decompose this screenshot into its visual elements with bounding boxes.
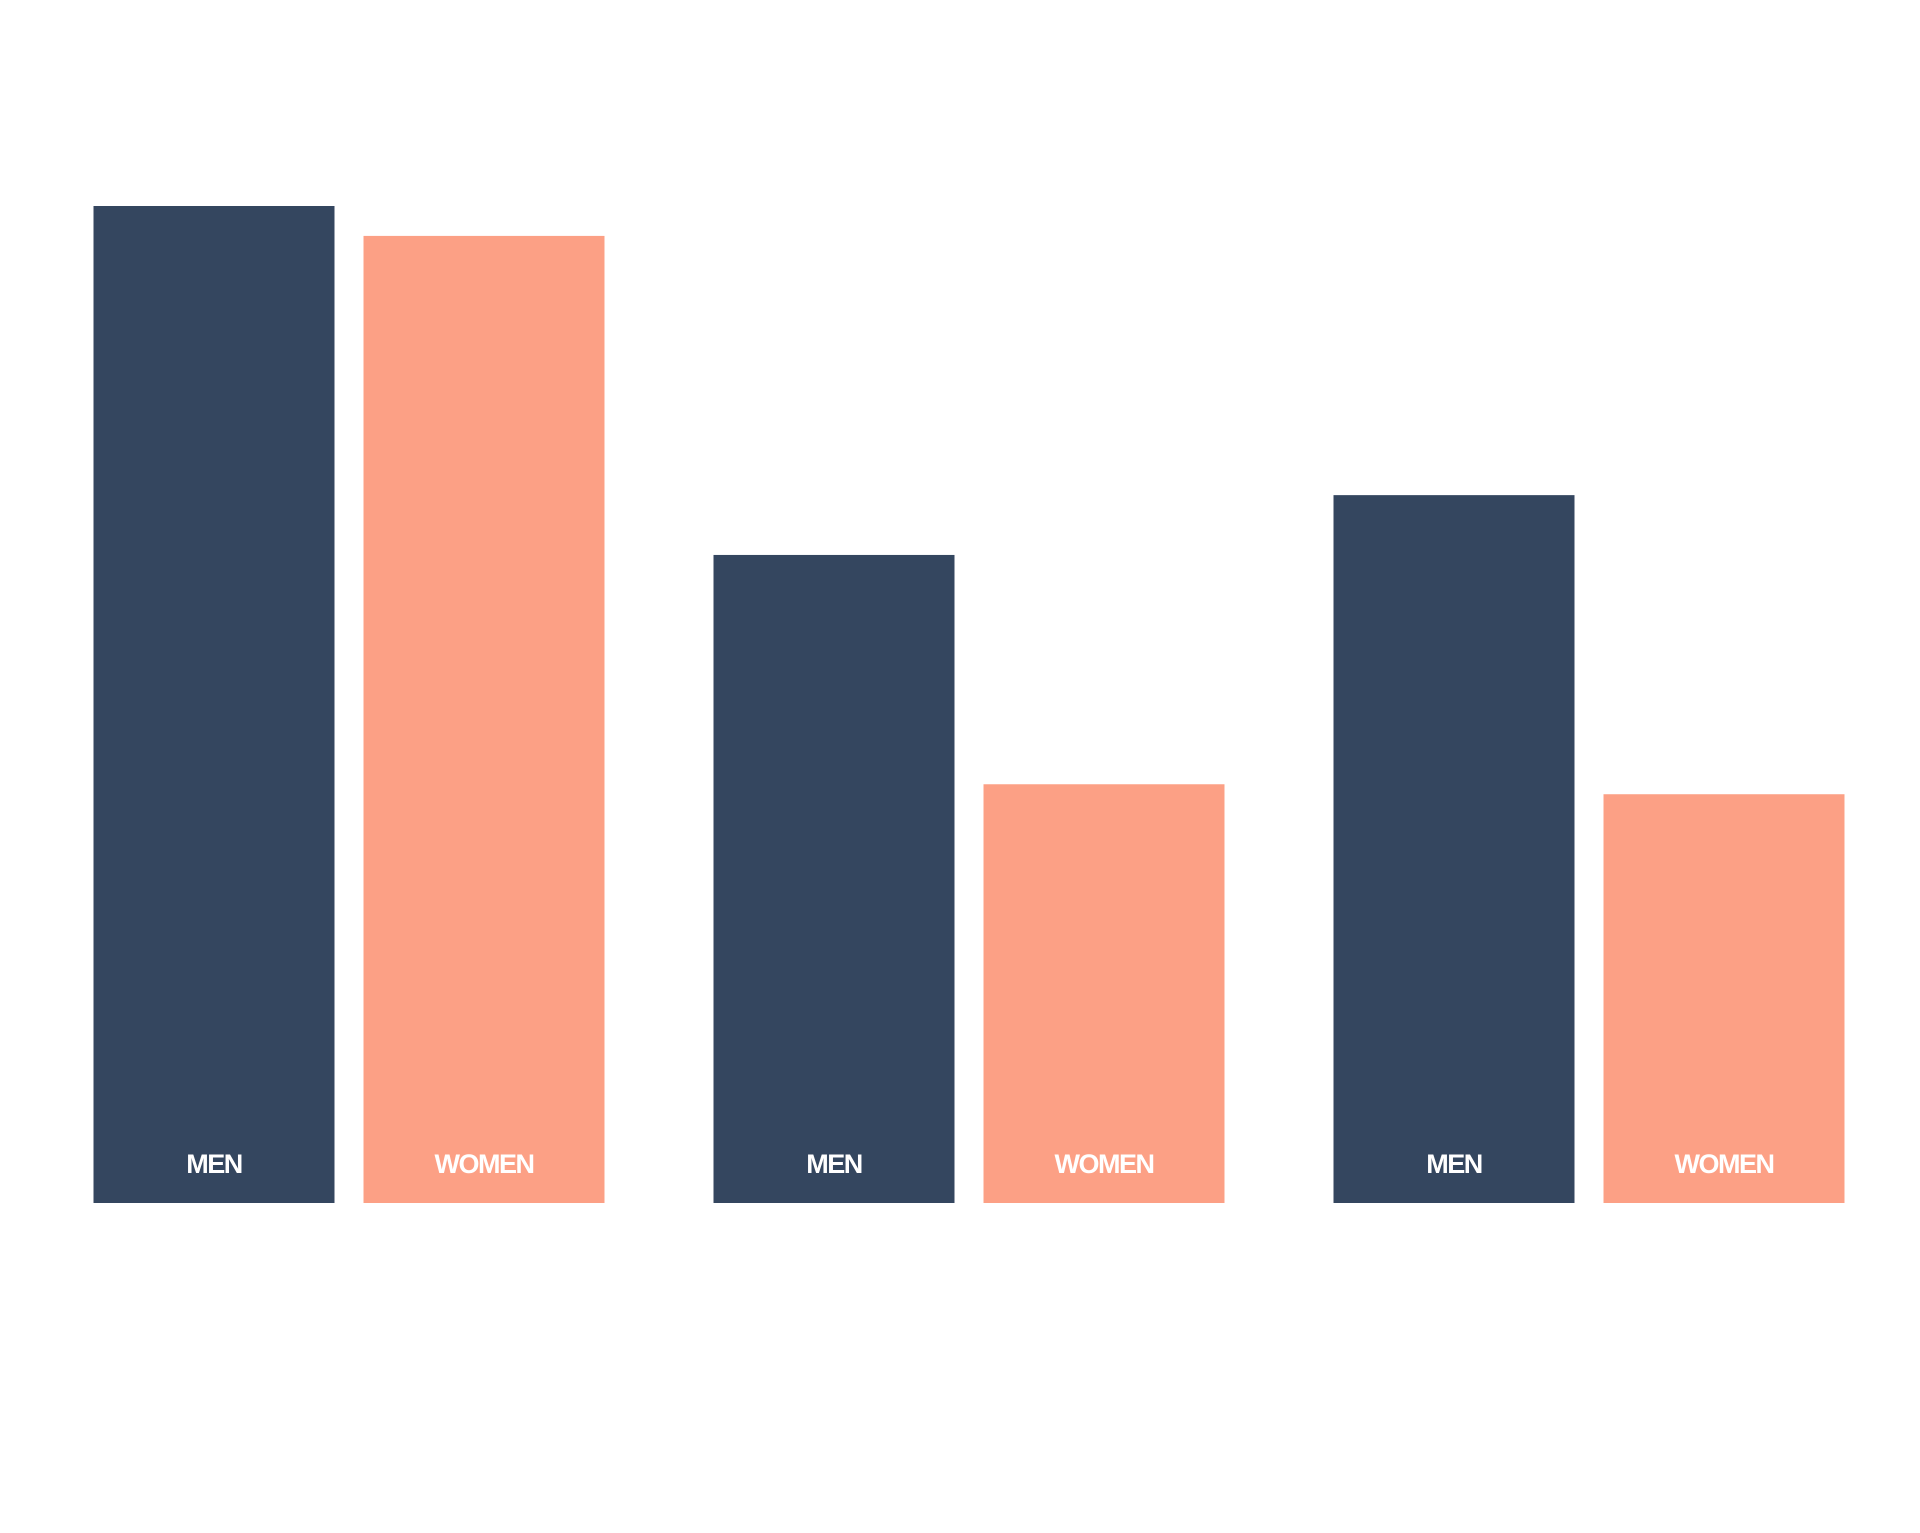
bar (363, 235, 605, 1203)
bar-label: WOMEN (435, 1149, 534, 1179)
bar-label: WOMEN (1675, 1149, 1774, 1179)
bar (93, 206, 335, 1203)
bar (1333, 495, 1575, 1203)
bar (983, 784, 1225, 1203)
bar (713, 554, 955, 1203)
bar-label: MEN (806, 1149, 862, 1179)
bar-label: MEN (186, 1149, 242, 1179)
bar-label: WOMEN (1055, 1149, 1154, 1179)
bar (1603, 794, 1845, 1203)
bar-label: MEN (1426, 1149, 1482, 1179)
